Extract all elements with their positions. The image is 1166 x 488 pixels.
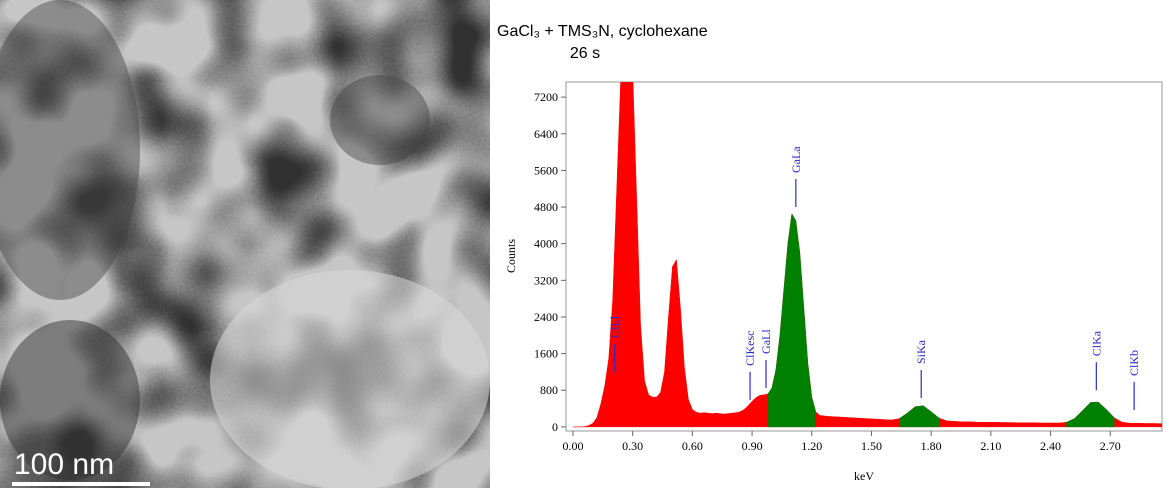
scale-bar-label: 100 nm <box>14 448 114 481</box>
tem-image: 100 nm <box>0 0 490 488</box>
peak-area <box>899 405 940 428</box>
x-tick-label: 1.20 <box>801 439 822 453</box>
plot-area <box>572 82 1162 428</box>
peak-label: ClKesc <box>743 331 757 366</box>
x-tick-label: 2.40 <box>1040 439 1061 453</box>
chart-subtitle: 26 s <box>570 45 600 62</box>
y-tick-label: 6400 <box>534 127 558 141</box>
peak-label: ClKb <box>1127 350 1141 376</box>
y-tick-label: 0 <box>552 420 558 434</box>
x-axis-label: keV <box>854 469 874 483</box>
y-tick-label: 1600 <box>534 347 558 361</box>
y-tick-label: 4800 <box>534 200 558 214</box>
peak-area <box>1066 401 1115 428</box>
y-tick-label: 800 <box>540 383 558 397</box>
y-axis-label: Counts <box>504 239 518 273</box>
chart-title: GaCl₃ + TMS₃N, cyclohexane <box>497 23 708 40</box>
y-tick-label: 2400 <box>534 310 558 324</box>
x-tick-label: 0.60 <box>682 439 703 453</box>
peak-label: ClKa <box>1089 330 1103 356</box>
peak-label: GaLl <box>759 329 773 354</box>
x-tick-label: 0.00 <box>562 439 583 453</box>
plot-frame <box>565 81 1163 432</box>
peak-area <box>767 213 816 428</box>
x-tick-label: 1.80 <box>921 439 942 453</box>
y-tick-label: 5600 <box>534 163 558 177</box>
y-tick-label: 3200 <box>534 273 558 287</box>
x-tick-label: 0.90 <box>742 439 763 453</box>
y-tick-label: 7200 <box>534 90 558 104</box>
x-tick-label: 1.50 <box>861 439 882 453</box>
x-tick-label: 0.30 <box>622 439 643 453</box>
peak-label: GaLa <box>789 146 803 173</box>
peak-label: SiKa <box>914 339 928 364</box>
x-tick-label: 2.70 <box>1100 439 1121 453</box>
x-tick-label: 2.10 <box>980 439 1001 453</box>
y-tick-label: 4000 <box>534 237 558 251</box>
peak-label: ClLl <box>608 315 622 338</box>
